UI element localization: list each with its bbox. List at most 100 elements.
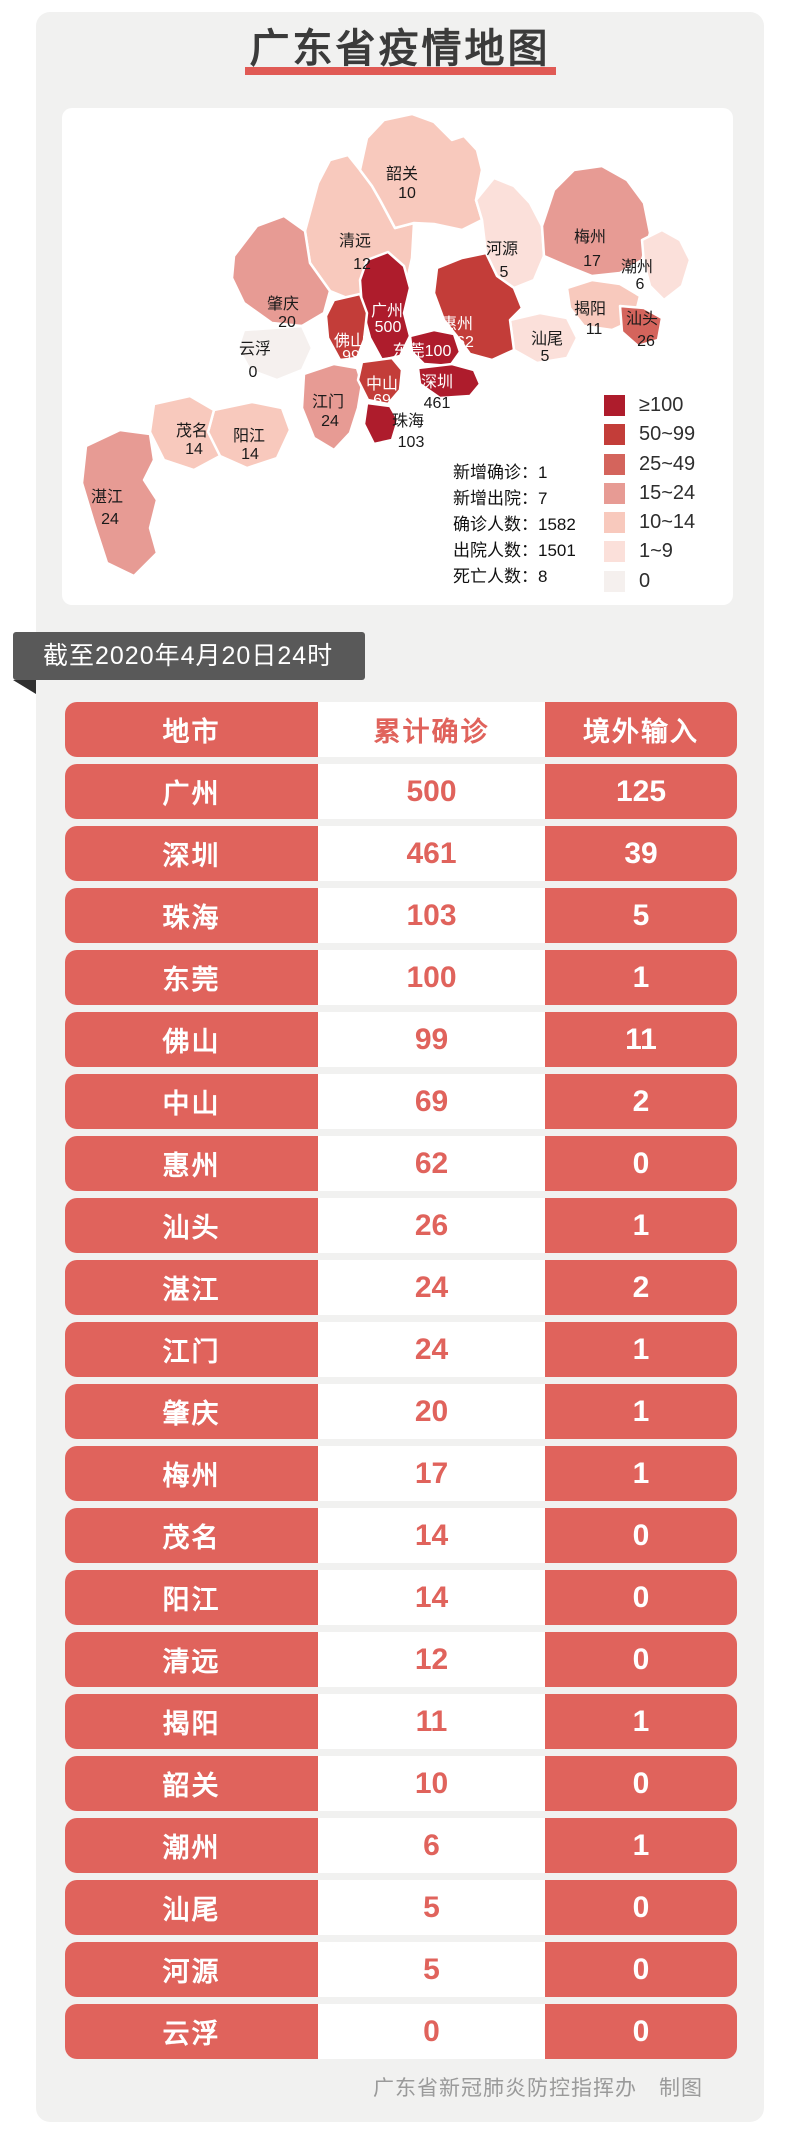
legend-swatch [604,453,625,475]
map-legend: ≥100 50~99 25~49 15~24 10~14 1~9 0 [604,395,724,600]
table-cell: 河源 [65,1942,318,1997]
map-label-jieyang: 揭阳 [573,301,607,318]
map-label-jiangmen: 江门 [311,394,345,411]
banner-fold [13,680,36,694]
map-value-shenzhen: 461 [423,395,451,412]
table-row: 河源 5 0 [65,1942,737,1997]
table-cell: 12 [318,1632,545,1687]
page-title: 广东省疫情地图 [249,27,551,71]
table-row: 揭阳 11 1 [65,1694,737,1749]
region-shanwei [508,311,579,365]
table-cell: 0 [318,2004,545,2059]
table-cell: 0 [545,1570,737,1625]
map-value-guangzhou: 500 [374,319,402,336]
legend-row: 50~99 [604,423,724,446]
region-shantou [618,304,664,348]
table-cell: 湛江 [65,1260,318,1315]
table-cell: 1 [545,1322,737,1377]
table-cell: 0 [545,1880,737,1935]
table-cell: 69 [318,1074,545,1129]
legend-label: 25~49 [639,452,696,475]
map-label-zhaoqing: 肇庆 [266,296,300,313]
map-value-maoming: 14 [185,441,203,458]
region-meizhou [540,164,652,278]
stat-line: 新增确诊：1 [453,463,548,482]
table-row: 汕头 26 1 [65,1198,737,1253]
legend-row: 15~24 [604,482,724,504]
legend-label: 50~99 [639,423,696,446]
legend-swatch [604,395,625,416]
table-cell: 佛山 [65,1012,318,1067]
map-value-shaoguan: 10 [398,185,416,202]
table-cell: 11 [318,1694,545,1749]
table-row: 深圳 461 39 [65,826,737,881]
table-cell: 茂名 [65,1508,318,1563]
table-cell: 东莞 [65,950,318,1005]
map-value-yangjiang: 14 [241,446,259,463]
table-cell: 云浮 [65,2004,318,2059]
region-maoming [148,394,222,472]
region-zhaoqing [230,214,332,328]
region-chaozhou [640,228,692,302]
table-cell: 17 [318,1446,545,1501]
map-value-jiangmen: 24 [321,413,339,430]
legend-swatch [604,512,625,534]
map-label-maoming: 茂名 [175,423,209,440]
table-cell: 5 [318,1880,545,1935]
map-label-shantou: 汕头 [625,311,659,328]
map-label-shaoguan: 韶关 [385,166,419,183]
stat-line: 死亡人数：8 [453,567,548,586]
legend-label: ≥100 [639,394,684,416]
table-cell: 珠海 [65,888,318,943]
table-cell: 揭阳 [65,1694,318,1749]
table-row: 潮州 6 1 [65,1818,737,1873]
table-cell: 14 [318,1570,545,1625]
table-cell: 1 [545,950,737,1005]
table-row: 韶关 10 0 [65,1756,737,1811]
table-cell: 1 [545,1198,737,1253]
table-cell: 2 [545,1074,737,1129]
table-cell: 14 [318,1508,545,1563]
legend-swatch [604,482,625,504]
table-row: 茂名 14 0 [65,1508,737,1563]
table-cell: 深圳 [65,826,318,881]
map-label-yangjiang: 阳江 [232,428,266,445]
region-shenzhen [416,362,482,400]
table-row: 广州 500 125 [65,764,737,819]
table-row: 珠海 103 5 [65,888,737,943]
province-stats: 新增确诊：1 新增出院：7 确诊人数：1582 出院人数：1501 死亡人数：8 [453,460,576,590]
map-value-zhuhai: 103 [397,434,425,451]
table-cell: 1 [545,1818,737,1873]
table-row: 江门 24 1 [65,1322,737,1377]
table-cell: 500 [318,764,545,819]
table-row: 阳江 14 0 [65,1570,737,1625]
table-cell: 0 [545,1508,737,1563]
table-cell: 中山 [65,1074,318,1129]
header-cell: 地市 [65,702,318,757]
stat-line: 新增出院：7 [453,489,548,508]
region-foshan [324,292,369,362]
stat-line: 出院人数：1501 [453,541,576,560]
table-row: 梅州 17 1 [65,1446,737,1501]
map-value-heyuan: 5 [499,264,509,281]
map-label-shanwei: 汕尾 [530,331,564,348]
table-cell: 清远 [65,1632,318,1687]
table-cell: 1 [545,1446,737,1501]
region-dongguan [408,328,462,368]
legend-label: 0 [639,569,651,592]
province-map-card: 韶关 10 清远 12 河源 5 梅州 17 潮州 6 揭阳 11 汕头 26 汕尾 5 惠州 62 肇庆 20 云浮 0… [62,108,733,605]
map-label-guangzhou: 广州 [370,303,404,320]
table-cell: 汕头 [65,1198,318,1253]
table-cell: 惠州 [65,1136,318,1191]
map-value-zhaoqing: 20 [278,314,296,331]
table-cell: 0 [545,2004,737,2059]
table-cell: 10 [318,1756,545,1811]
credit-footer: 广东省新冠肺炎防控指挥办 制图 [373,2077,703,2100]
header-cell: 累计确诊 [318,702,545,757]
map-value-foshan: 99 [342,348,360,365]
region-zhongshan [356,356,404,406]
header-cell: 境外输入 [545,702,737,757]
table-cell: 103 [318,888,545,943]
legend-row: 25~49 [604,452,724,475]
map-value-meizhou: 17 [583,253,601,270]
